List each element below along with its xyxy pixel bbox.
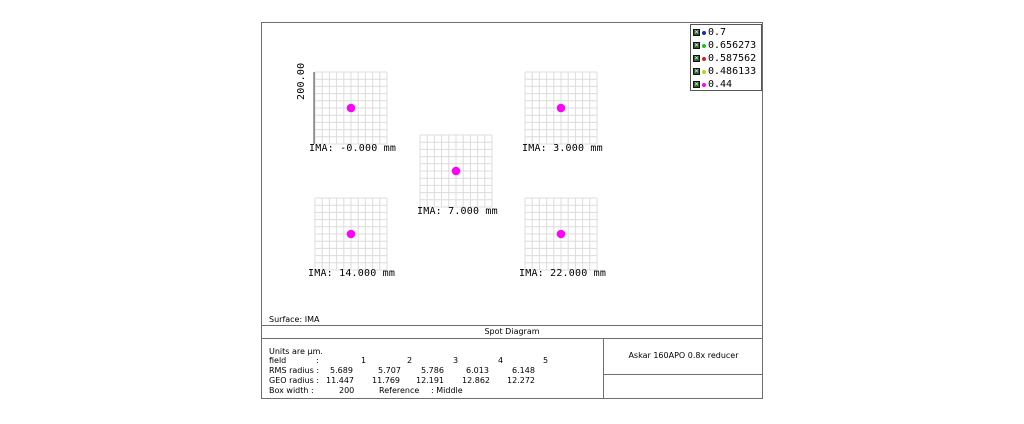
legend-label: 0.44 bbox=[708, 79, 733, 90]
wavelength-legend: ✕ 0.7 ✕ 0.656273 ✕ 0.587562 ✕ 0.486133 ✕… bbox=[690, 24, 762, 91]
spot-box bbox=[419, 134, 493, 208]
spot-label-3: IMA: 7.000 mm bbox=[417, 206, 498, 217]
spot-box bbox=[314, 197, 388, 271]
geo-value: 12.862 bbox=[462, 376, 490, 385]
spot-box bbox=[314, 71, 388, 145]
legend-label: 0.486133 bbox=[708, 66, 757, 77]
legend-dot-icon bbox=[702, 69, 706, 74]
spot-label-4: IMA: 14.000 mm bbox=[308, 268, 396, 279]
spot-box bbox=[524, 197, 598, 271]
units-text: Units are µm. bbox=[269, 347, 323, 356]
box-width-label: Box width : bbox=[269, 386, 314, 395]
legend-label: 0.656273 bbox=[708, 40, 757, 51]
rms-value: 5.786 bbox=[421, 366, 444, 375]
surface-label: Surface: IMA bbox=[269, 315, 320, 324]
scale-label: 200.00 bbox=[296, 62, 307, 100]
legend-label: 0.7 bbox=[708, 27, 727, 38]
spot-label-5: IMA: 22.000 mm bbox=[519, 268, 607, 279]
spot-dot bbox=[346, 229, 356, 239]
geo-value: 11.769 bbox=[372, 376, 400, 385]
legend-item[interactable]: ✕ 0.587562 bbox=[693, 52, 756, 65]
box-width-value: 200 bbox=[339, 386, 355, 395]
field-number: 1 bbox=[361, 356, 367, 365]
lens-name: Askar 160APO 0.8x reducer bbox=[604, 338, 763, 375]
spot-plot-area bbox=[313, 71, 598, 271]
reference-value: : Middle bbox=[431, 386, 463, 395]
spot-box bbox=[524, 71, 598, 145]
geo-value: 11.447 bbox=[326, 376, 354, 385]
rms-label: RMS radius : bbox=[269, 366, 320, 375]
geo-value: 12.272 bbox=[507, 376, 535, 385]
rms-value: 6.013 bbox=[466, 366, 489, 375]
legend-checkbox[interactable]: ✕ bbox=[693, 68, 700, 75]
rms-value: 5.689 bbox=[330, 366, 353, 375]
rms-value: 6.148 bbox=[512, 366, 535, 375]
reference-label: Reference bbox=[379, 386, 420, 395]
legend-item[interactable]: ✕ 0.656273 bbox=[693, 39, 756, 52]
spot-label-1: IMA: -0.000 mm bbox=[309, 143, 397, 154]
spot-dot bbox=[556, 103, 566, 113]
field-number: 3 bbox=[453, 356, 459, 365]
legend-dot-icon bbox=[702, 82, 706, 87]
geo-label: GEO radius : bbox=[269, 376, 320, 385]
legend-item[interactable]: ✕ 0.7 bbox=[693, 26, 726, 39]
geo-value: 12.191 bbox=[416, 376, 444, 385]
spot-dot bbox=[346, 103, 356, 113]
field-label: field bbox=[269, 356, 287, 365]
info-panel: Units are µm. field : 1 2 3 4 5 RMS radi… bbox=[262, 338, 604, 399]
legend-checkbox[interactable]: ✕ bbox=[693, 42, 700, 49]
spot-label-2: IMA: 3.000 mm bbox=[522, 143, 603, 154]
field-number: 5 bbox=[543, 356, 549, 365]
legend-dot-icon bbox=[702, 56, 706, 61]
spot-diagram-window: 200.00 IMA: -0.000 mm IMA: 3.000 mm IMA:… bbox=[261, 22, 763, 399]
legend-dot-icon bbox=[702, 30, 706, 35]
legend-label: 0.587562 bbox=[708, 53, 757, 64]
field-sep: : bbox=[316, 356, 319, 365]
field-number: 4 bbox=[498, 356, 504, 365]
rms-value: 5.707 bbox=[378, 366, 401, 375]
legend-checkbox[interactable]: ✕ bbox=[693, 29, 700, 36]
spot-dot bbox=[451, 166, 461, 176]
legend-dot-icon bbox=[702, 43, 706, 48]
legend-item[interactable]: ✕ 0.486133 bbox=[693, 65, 756, 78]
field-number: 2 bbox=[407, 356, 413, 365]
legend-item[interactable]: ✕ 0.44 bbox=[693, 78, 732, 91]
legend-checkbox[interactable]: ✕ bbox=[693, 81, 700, 88]
spot-dot bbox=[556, 229, 566, 239]
legend-checkbox[interactable]: ✕ bbox=[693, 55, 700, 62]
plot-title: Spot Diagram bbox=[262, 325, 762, 339]
